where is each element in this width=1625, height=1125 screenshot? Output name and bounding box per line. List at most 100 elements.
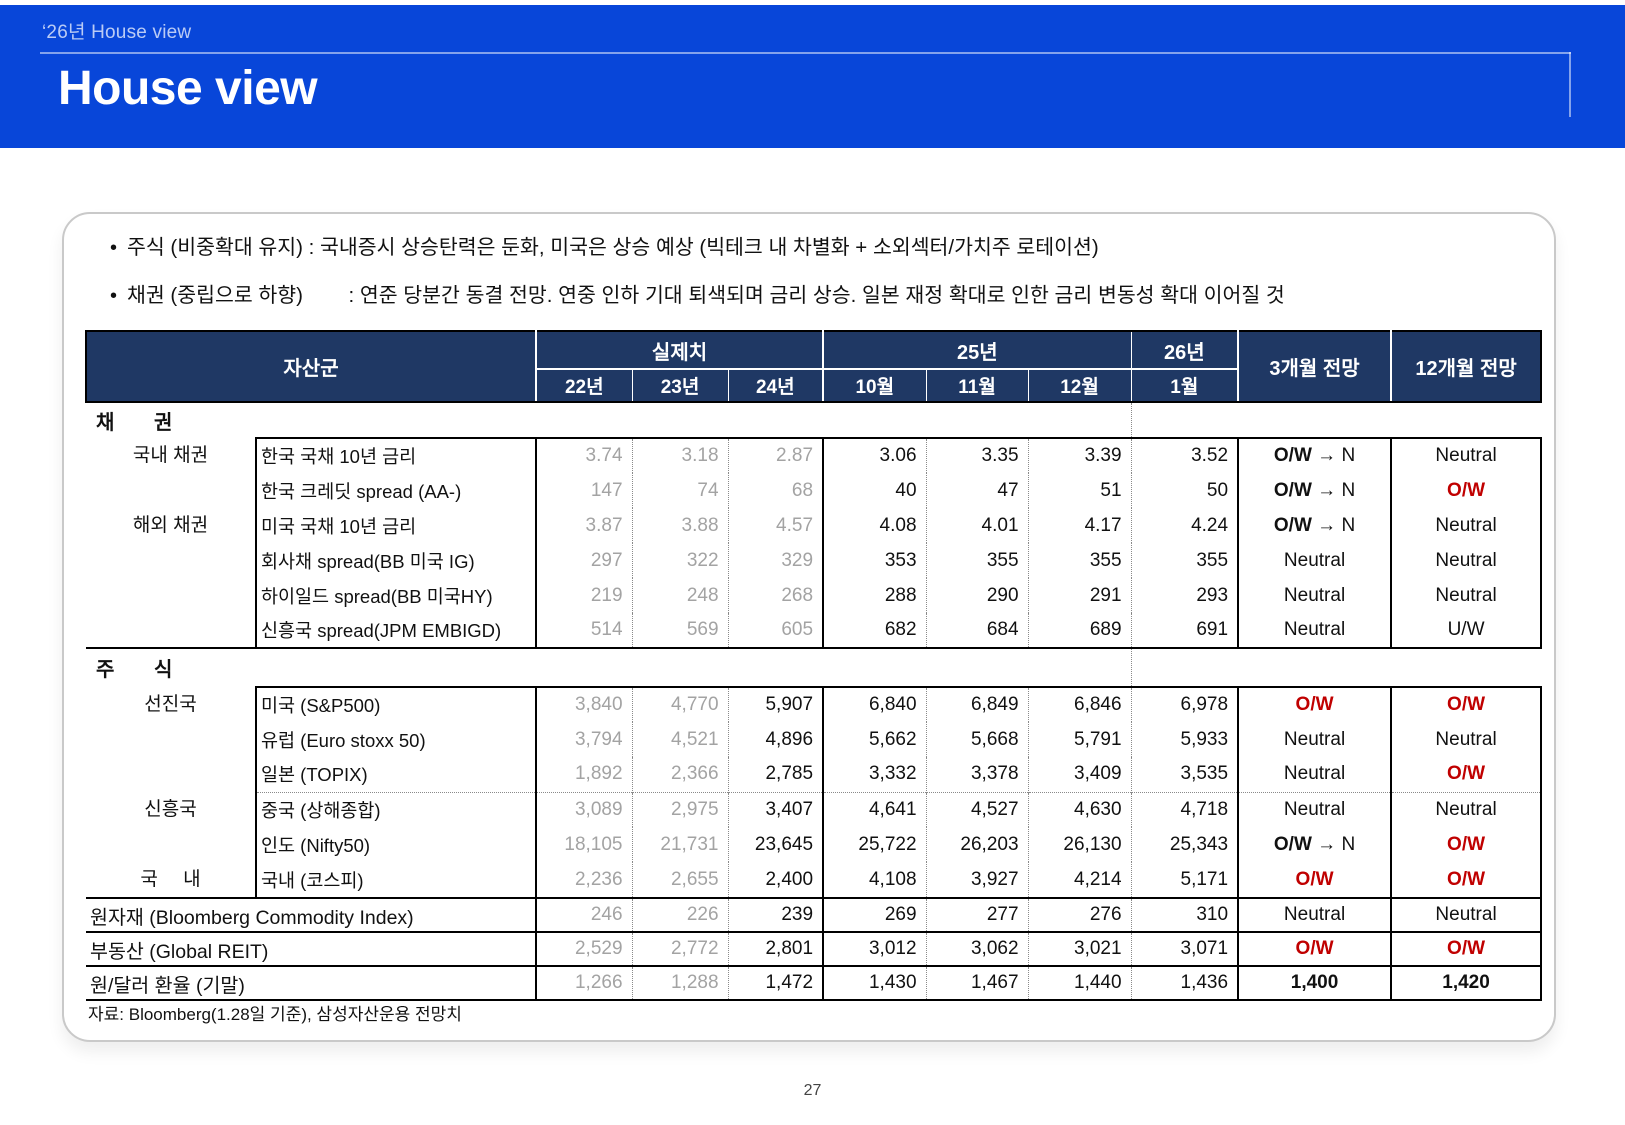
value-month: 290: [926, 578, 1029, 613]
value-actual: 3.88: [632, 508, 729, 543]
value-actual: 248: [632, 578, 729, 613]
value-month: 353: [823, 543, 927, 578]
value-month: 6,846: [1028, 686, 1132, 722]
value-actual: 2,366: [632, 757, 729, 792]
value-actual: 18,105: [536, 827, 633, 862]
value-actual: 239: [728, 897, 825, 932]
value-month: 4.08: [823, 508, 927, 543]
col-header-3m-outlook: 3개월 전망: [1238, 330, 1393, 403]
col-header-2026: 26년: [1131, 330, 1240, 370]
value-month: 4.17: [1028, 508, 1132, 543]
col-header-oct: 10월: [823, 369, 927, 403]
value-month: 3,378: [926, 757, 1029, 792]
value-actual: 1,266: [536, 965, 633, 1001]
divider-line: [40, 52, 1571, 54]
table-row: 국 내 국내 (코스피) 2,236 2,655 2,400 4,108 3,927 4,21…: [86, 862, 1543, 898]
value-month: 51: [1028, 473, 1132, 508]
value-actual: 322: [632, 543, 729, 578]
value-month: 5,662: [823, 722, 927, 757]
value-month: 4,641: [823, 791, 927, 827]
value-actual: 226: [632, 897, 729, 932]
value-month: 6,840: [823, 686, 927, 722]
value-month: 1,440: [1028, 965, 1132, 1001]
asset-name: 미국 (S&P500): [254, 686, 538, 722]
value-month: 3,332: [823, 757, 927, 792]
value-actual: 147: [536, 473, 633, 508]
value-month: 269: [823, 897, 927, 932]
value-actual: 74: [632, 473, 729, 508]
value-month: 3,535: [1131, 757, 1240, 792]
value-month: 3,071: [1131, 931, 1240, 966]
asset-name: 한국 국채 10년 금리: [254, 437, 538, 473]
value-actual: 3.74: [536, 437, 633, 473]
forecast-12m: Neutral: [1391, 578, 1543, 613]
table-row: 일본 (TOPIX) 1,892 2,366 2,785 3,332 3,378 3,409…: [86, 757, 1543, 792]
forecast-12m: O/W: [1391, 827, 1543, 862]
forecast-12m: Neutral: [1391, 897, 1543, 932]
value-month: 3,409: [1028, 757, 1132, 792]
value-month: 5,933: [1131, 722, 1240, 757]
col-header-24: 24년: [728, 369, 825, 403]
value-actual: 23,645: [728, 827, 825, 862]
value-actual: 3.18: [632, 437, 729, 473]
value-actual: 2,975: [632, 791, 729, 827]
page-number: 27: [803, 1082, 822, 1099]
table-row: 신흥국 spread(JPM EMBIGD) 514 569 605 682 684 689…: [86, 613, 1543, 649]
forecast-3m: Neutral: [1238, 578, 1393, 613]
value-month: 276: [1028, 897, 1132, 932]
asset-name: 신흥국 spread(JPM EMBIGD): [254, 613, 538, 649]
forecast-12m: O/W: [1391, 686, 1543, 722]
forecast-12m: O/W: [1391, 862, 1543, 898]
value-month: 277: [926, 897, 1029, 932]
summary-bullets: 주식 (비중확대 유지) : 국내증시 상승탄력은 둔화, 미국은 상승 예상 …: [110, 233, 1285, 329]
value-actual: 219: [536, 578, 633, 613]
value-actual: 297: [536, 543, 633, 578]
forecast-3m: O/W: [1238, 931, 1393, 966]
table-row: 인도 (Nifty50) 18,105 21,731 23,645 25,722 26,2…: [86, 827, 1543, 862]
value-month: 26,203: [926, 827, 1029, 862]
value-actual: 2,801: [728, 931, 825, 966]
forecast-3m: Neutral: [1238, 722, 1393, 757]
value-actual: 4,521: [632, 722, 729, 757]
value-actual: 2,400: [728, 862, 825, 898]
value-month: 288: [823, 578, 927, 613]
value-actual: 329: [728, 543, 825, 578]
col-header-nov: 11월: [926, 369, 1029, 403]
value-actual: 4,770: [632, 686, 729, 722]
value-actual: 3,407: [728, 791, 825, 827]
value-month: 3.35: [926, 437, 1029, 473]
group-label: 국 내: [140, 869, 201, 890]
value-month: 691: [1131, 613, 1240, 649]
forecast-3m: O/W → N: [1238, 827, 1393, 862]
value-actual: 5,907: [728, 686, 825, 722]
col-header-asset-group: 자산군: [84, 330, 538, 403]
col-header-jan: 1월: [1131, 369, 1240, 403]
asset-name: 부동산 (Global REIT): [86, 931, 538, 966]
col-header-23: 23년: [632, 369, 729, 403]
section-row: 주 식: [86, 648, 1541, 687]
value-month: 4,108: [823, 862, 927, 898]
forecast-3m: O/W → N: [1238, 437, 1393, 473]
asset-name: 유럽 (Euro stoxx 50): [254, 722, 538, 757]
forecast-12m: Neutral: [1391, 508, 1543, 543]
value-actual: 2.87: [728, 437, 825, 473]
value-month: 355: [1131, 543, 1240, 578]
value-actual: 2,655: [632, 862, 729, 898]
value-actual: 2,772: [632, 931, 729, 966]
forecast-12m: O/W: [1391, 931, 1543, 966]
forecast-3m: O/W → N: [1238, 508, 1393, 543]
forecast-3m: Neutral: [1238, 791, 1393, 827]
forecast-3m: O/W: [1238, 686, 1393, 722]
group-label: 국내 채권: [132, 445, 209, 466]
table-row: 부동산 (Global REIT) 2,529 2,772 2,801 3,012 3,0…: [86, 931, 1543, 966]
value-month: 4.24: [1131, 508, 1240, 543]
value-month: 3,021: [1028, 931, 1132, 966]
value-actual: 2,236: [536, 862, 633, 898]
divider-corner: [1569, 52, 1571, 117]
bullet-item-bond: 채권 (중립으로 하향) : 연준 당분간 동결 전망. 연중 인하 기대 퇴색…: [110, 281, 1285, 311]
forecast-12m: O/W: [1391, 473, 1543, 508]
value-month: 4,214: [1028, 862, 1132, 898]
asset-name: 한국 크레딧 spread (AA-): [254, 473, 538, 508]
forecast-3m: Neutral: [1238, 543, 1393, 578]
